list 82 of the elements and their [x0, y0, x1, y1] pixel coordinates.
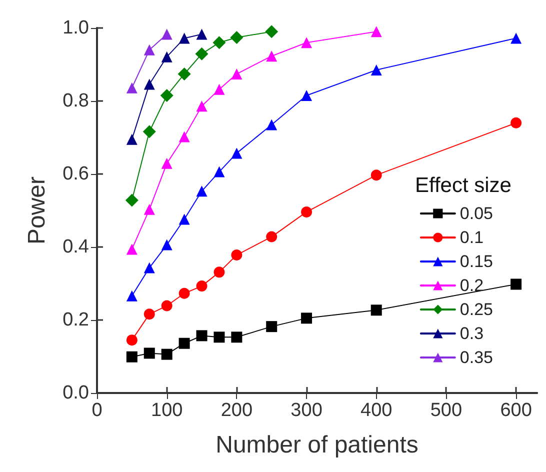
point: [126, 134, 138, 145]
x-axis-title: Number of patients: [216, 432, 418, 458]
point: [161, 28, 172, 40]
y-tick-label: 0.2: [62, 310, 89, 330]
point: [178, 32, 190, 44]
point: [231, 250, 242, 261]
point: [161, 300, 172, 312]
y-tick-label: 0.0: [62, 382, 89, 404]
point: [142, 125, 156, 138]
point: [266, 231, 278, 242]
point: [212, 36, 226, 50]
point: [301, 206, 312, 218]
y-tick-label: 1.0: [62, 18, 89, 38]
point: [231, 332, 242, 343]
point: [510, 278, 522, 290]
point: [144, 262, 155, 274]
x-tick-label: 400: [360, 400, 392, 421]
point: [178, 338, 190, 349]
legend-label: 0.25: [460, 300, 494, 319]
legend-label: 0.05: [460, 204, 494, 223]
point: [178, 67, 191, 80]
point: [510, 32, 522, 44]
legend-title: Effect size: [415, 174, 512, 197]
point: [214, 84, 225, 95]
point: [301, 312, 312, 324]
point: [214, 332, 225, 343]
point: [195, 47, 208, 60]
legend-label: 0.1: [460, 228, 484, 247]
legend-label: 0.35: [460, 348, 494, 367]
point: [160, 89, 174, 102]
y-axis-title: Power: [24, 176, 50, 245]
x-tick-label: 100: [150, 400, 183, 421]
point: [126, 334, 138, 346]
point: [178, 214, 190, 225]
point: [161, 51, 172, 62]
point: [214, 166, 225, 178]
x-tick-label: 0: [92, 400, 102, 421]
x-tick-label: 300: [290, 400, 322, 421]
point: [126, 244, 138, 255]
legend-label: 0.2: [460, 276, 484, 295]
x-tick-label: 600: [500, 400, 532, 421]
point: [231, 68, 242, 80]
point: [370, 64, 382, 76]
point: [144, 78, 155, 90]
point: [196, 330, 208, 342]
point: [144, 308, 155, 320]
point: [266, 119, 278, 130]
point: [266, 50, 278, 62]
point: [301, 37, 312, 48]
point: [161, 348, 172, 360]
point: [125, 194, 138, 207]
point: [161, 239, 172, 250]
point: [196, 280, 208, 292]
point: [144, 204, 155, 215]
point: [370, 304, 382, 316]
point: [265, 25, 278, 38]
point: [196, 100, 208, 112]
point: [231, 148, 242, 159]
point: [266, 321, 278, 332]
point: [301, 90, 312, 102]
point: [370, 170, 382, 181]
point: [370, 26, 382, 38]
point: [510, 117, 522, 128]
y-tick-label: 0.6: [62, 164, 89, 184]
point: [178, 131, 190, 142]
y-tick-label: 0.4: [62, 236, 90, 258]
x-tick-label: 500: [430, 400, 462, 421]
y-tick-label: 0.8: [62, 90, 89, 112]
legend-label: 0.15: [460, 252, 494, 271]
point: [178, 288, 190, 299]
point: [196, 186, 208, 197]
point: [126, 290, 138, 302]
point: [126, 351, 138, 362]
point: [144, 44, 155, 56]
point: [196, 28, 208, 40]
x-tick-label: 200: [220, 400, 253, 421]
legend-label: 0.3: [460, 324, 484, 343]
point: [161, 158, 172, 169]
point: [126, 82, 138, 94]
point: [214, 266, 225, 278]
point: [144, 348, 155, 359]
point: [230, 30, 244, 44]
